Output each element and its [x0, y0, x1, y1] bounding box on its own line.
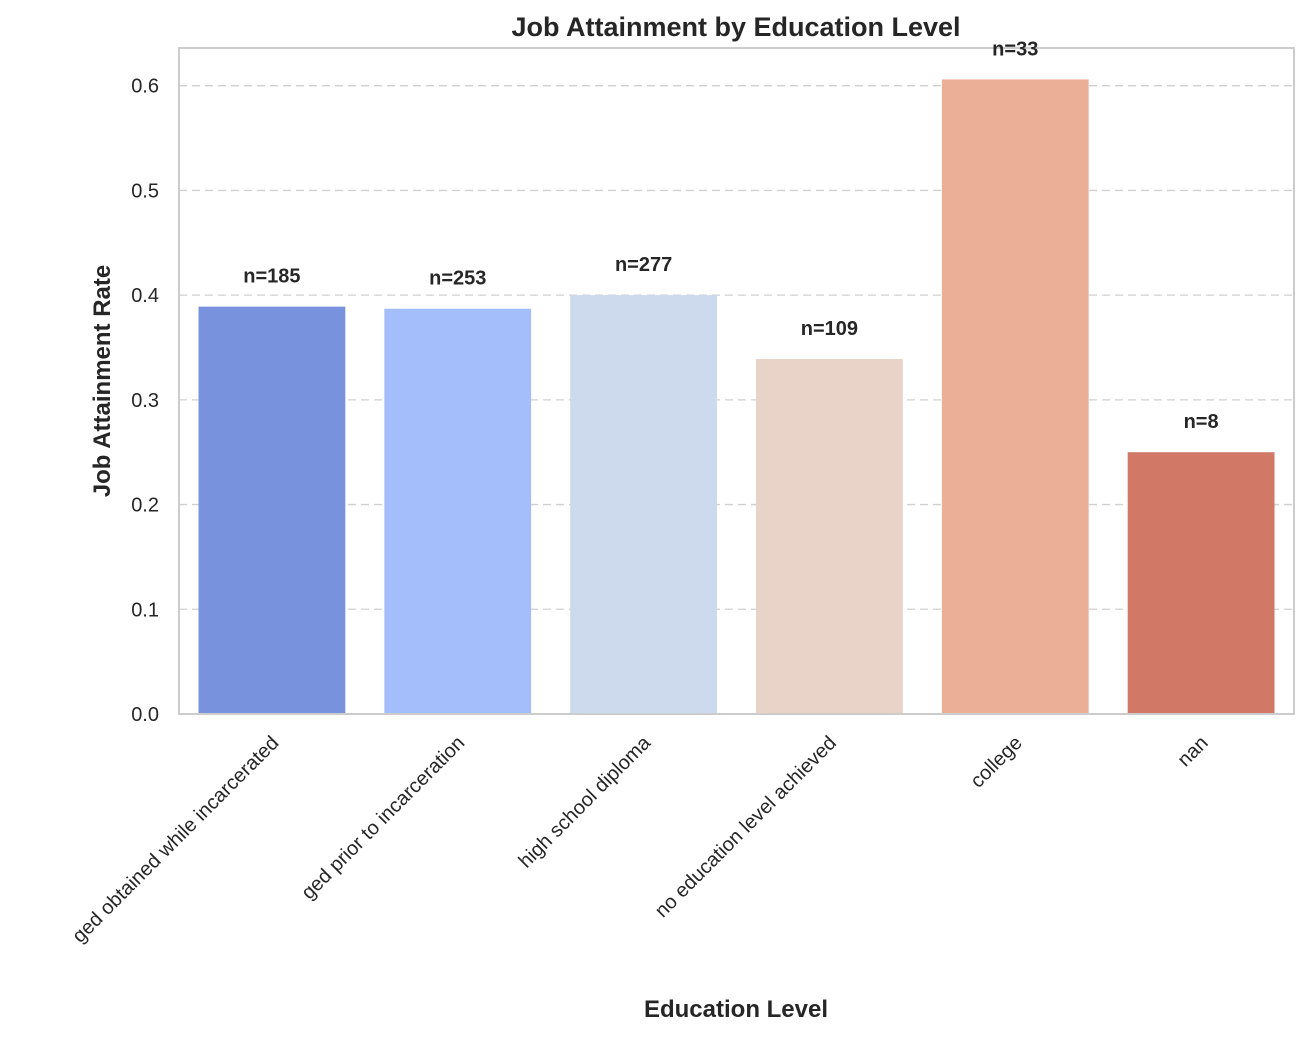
bar-count-label: n=277: [615, 254, 672, 276]
bar-count-label: n=253: [429, 268, 486, 290]
data-labels: n=185 n=253 n=277 n=109 n=33 n=8: [243, 38, 1218, 433]
y-tick-label: 0.2: [131, 495, 159, 517]
y-tick-label: 0.0: [131, 704, 159, 726]
x-tick-label: nan: [1173, 732, 1212, 771]
bar: [198, 306, 346, 714]
bar-count-label: n=33: [992, 38, 1038, 60]
y-tick-label: 0.3: [131, 390, 159, 412]
y-tick-label: 0.1: [131, 599, 159, 621]
grid-lines: [179, 85, 1294, 610]
chart-title: Job Attainment by Education Level: [511, 12, 960, 42]
bar: [384, 308, 532, 714]
plot-frame: [178, 47, 1295, 715]
y-tick-labels: 0.0 0.1 0.2 0.3 0.4 0.5 0.6: [131, 76, 159, 726]
y-tick-label: 0.6: [131, 76, 159, 98]
bar: [756, 359, 903, 714]
y-axis-label: Job Attainment Rate: [89, 265, 116, 497]
bar: [1127, 452, 1275, 714]
bar: [570, 295, 717, 714]
bar-count-label: n=185: [243, 266, 300, 288]
bar: [941, 79, 1089, 714]
x-tick-label: high school diploma: [515, 731, 656, 872]
bar-count-label: n=8: [1184, 411, 1219, 433]
x-tick-label: ged prior to incarceration: [297, 732, 469, 904]
x-axis-label: Education Level: [644, 996, 828, 1023]
x-tick-label: ged obtained while incarcerated: [68, 732, 283, 947]
y-tick-label: 0.5: [131, 180, 159, 202]
bar-count-label: n=109: [801, 318, 858, 340]
bars: [198, 79, 1275, 714]
x-tick-label: no education level achieved: [651, 732, 841, 922]
x-tick-label: college: [966, 732, 1026, 792]
y-tick-label: 0.4: [131, 285, 159, 307]
x-tick-labels: ged obtained while incarcerated ged prior…: [68, 731, 1212, 947]
